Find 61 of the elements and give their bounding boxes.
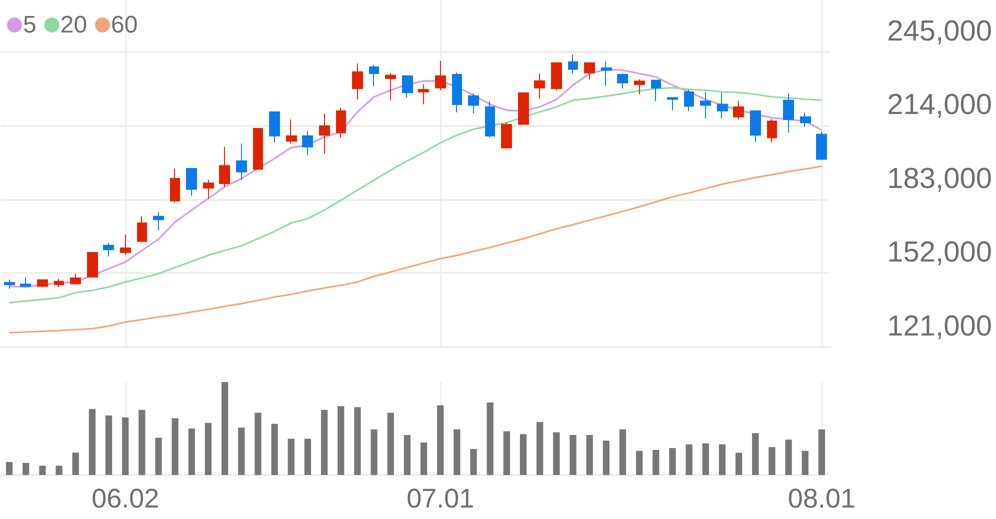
bar bbox=[122, 417, 129, 475]
bar bbox=[188, 428, 195, 475]
bar bbox=[354, 407, 361, 475]
bar bbox=[570, 435, 576, 475]
bar bbox=[320, 410, 328, 475]
bar bbox=[304, 438, 312, 475]
y-tick-label: 152,000 bbox=[887, 236, 992, 269]
bar bbox=[138, 410, 146, 475]
bar bbox=[602, 440, 610, 475]
bar bbox=[818, 429, 826, 475]
bar bbox=[752, 433, 759, 475]
bar bbox=[686, 444, 692, 475]
bar bbox=[56, 466, 62, 475]
bar bbox=[105, 415, 112, 475]
bar bbox=[702, 443, 709, 475]
x-tick-label: 06.02 bbox=[92, 484, 160, 514]
bar bbox=[238, 428, 245, 475]
x-tick-label: 07.01 bbox=[406, 484, 474, 514]
bar bbox=[404, 435, 411, 475]
bar bbox=[288, 438, 294, 475]
y-tick-label: 183,000 bbox=[887, 162, 992, 195]
bar bbox=[6, 462, 13, 475]
y-tick-label: 245,000 bbox=[887, 15, 992, 48]
bar bbox=[338, 406, 344, 475]
bar bbox=[172, 418, 178, 475]
bar bbox=[586, 435, 593, 475]
bar bbox=[470, 448, 477, 475]
bar bbox=[669, 448, 676, 475]
bar bbox=[503, 431, 510, 475]
y-tick-label: 214,000 bbox=[887, 89, 992, 122]
bar bbox=[652, 450, 660, 475]
bar bbox=[387, 412, 394, 475]
bar bbox=[619, 429, 626, 475]
bar bbox=[718, 444, 726, 475]
bar bbox=[72, 452, 79, 475]
bar bbox=[536, 422, 544, 475]
bar bbox=[636, 450, 643, 475]
bar bbox=[420, 442, 428, 475]
legend-label: 60 bbox=[111, 12, 138, 38]
x-tick-label: 08.01 bbox=[788, 484, 856, 514]
bar bbox=[553, 432, 560, 475]
bar bbox=[454, 429, 460, 475]
bar bbox=[22, 462, 30, 475]
bar bbox=[204, 422, 212, 475]
bar bbox=[88, 408, 96, 475]
bar bbox=[768, 447, 776, 475]
bar bbox=[222, 382, 228, 475]
y-tick-label: 121,000 bbox=[887, 310, 992, 342]
bar bbox=[254, 412, 262, 475]
bar bbox=[437, 405, 444, 475]
bar bbox=[802, 450, 808, 475]
bar bbox=[486, 402, 494, 475]
bar bbox=[735, 452, 742, 475]
bar bbox=[785, 440, 792, 475]
bar bbox=[520, 434, 527, 475]
bar bbox=[370, 429, 378, 475]
legend-label: 5 bbox=[23, 12, 36, 38]
bar bbox=[39, 466, 46, 475]
legend-label: 20 bbox=[60, 12, 88, 38]
bar bbox=[155, 438, 162, 475]
bar bbox=[271, 424, 278, 475]
